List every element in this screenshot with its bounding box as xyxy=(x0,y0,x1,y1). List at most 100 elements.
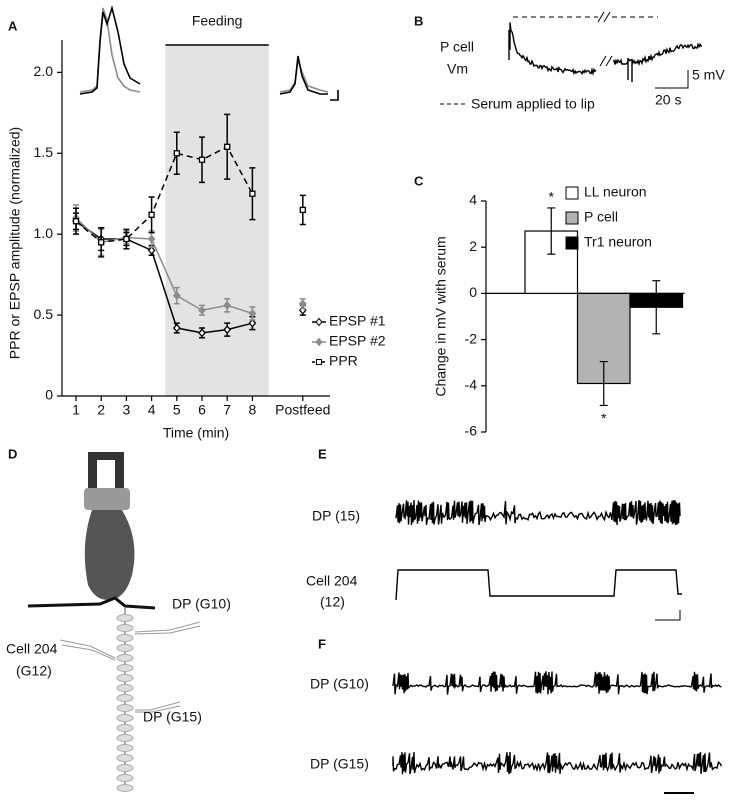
x-tick-label: 8 xyxy=(249,402,257,418)
marker xyxy=(72,218,80,225)
legend-text: Serum applied to lip xyxy=(471,96,595,112)
legend-marker xyxy=(316,359,322,365)
ganglion xyxy=(116,754,134,762)
ganglion xyxy=(116,624,134,632)
ganglion xyxy=(116,644,134,652)
marker xyxy=(147,234,156,244)
feeding-shade xyxy=(165,45,269,396)
ganglion xyxy=(116,664,134,672)
y-tick-label: 0 xyxy=(45,387,53,403)
ganglion xyxy=(116,654,134,662)
cell-label: DP (G15) xyxy=(143,709,202,725)
trace-label: DP (G15) xyxy=(310,756,369,772)
legend-label: LL neuron xyxy=(584,184,647,200)
y-tick-label: -6 xyxy=(465,423,478,439)
cell-trace xyxy=(395,569,682,601)
dp-trace xyxy=(395,500,681,526)
error-bar xyxy=(652,280,661,335)
ganglion xyxy=(116,714,134,722)
marker xyxy=(249,190,256,197)
legend-label: PPR xyxy=(329,353,358,369)
y-axis-label: Change in mV with serum xyxy=(433,236,449,396)
x-tick-label: Postfeed xyxy=(275,402,330,418)
trace-label: DP (G10) xyxy=(310,676,369,692)
scale-bar xyxy=(655,610,681,621)
marker xyxy=(223,300,232,310)
trace-label: (12) xyxy=(320,594,345,610)
marker xyxy=(148,211,155,218)
marker xyxy=(223,325,232,335)
marker xyxy=(248,318,257,328)
y-tick-label: 0 xyxy=(469,284,477,300)
panel-label: B xyxy=(414,13,423,28)
panel-label: D xyxy=(8,446,17,461)
marker xyxy=(98,239,105,246)
panel-label: C xyxy=(414,173,424,188)
trace-label: Vm xyxy=(447,61,468,77)
legend-swatch xyxy=(565,236,579,250)
marker xyxy=(173,150,180,157)
scale-label: 5 mV xyxy=(692,67,725,83)
y-tick-label: 4 xyxy=(469,192,477,208)
ganglion xyxy=(116,694,134,702)
ganglia xyxy=(116,614,134,792)
legend-marker xyxy=(315,317,323,327)
significance: * xyxy=(601,410,607,426)
ganglion xyxy=(116,744,134,752)
marker xyxy=(172,323,181,333)
ganglion xyxy=(116,784,134,792)
panel-label: F xyxy=(318,636,326,651)
electrode xyxy=(135,701,181,713)
ganglion xyxy=(116,634,134,642)
legend-label: P cell xyxy=(584,209,618,225)
y-tick-label: 1.5 xyxy=(34,144,54,160)
lip xyxy=(84,510,135,600)
trace-label: Cell 204 xyxy=(306,573,358,589)
y-tick-label: -2 xyxy=(465,330,478,346)
ganglion xyxy=(116,774,134,782)
panel-e: DP (15) Cell 204 (12) xyxy=(306,500,682,621)
x-tick-label: 5 xyxy=(173,402,181,418)
panel-d: DP (G10) Cell 204 (G12) DP (G15) xyxy=(6,452,231,792)
ganglion xyxy=(116,684,134,692)
x-tick-label: 3 xyxy=(123,402,131,418)
legend-swatch xyxy=(565,211,579,225)
legend-swatch xyxy=(565,186,579,200)
y-tick-label: 2.0 xyxy=(34,63,54,79)
marker xyxy=(147,245,156,255)
electrode xyxy=(59,639,116,661)
legend-marker xyxy=(315,337,323,347)
scale-bar xyxy=(655,70,689,89)
electrode xyxy=(134,621,201,635)
ganglion xyxy=(116,704,134,712)
y-tick-label: 0.5 xyxy=(34,306,54,322)
ganglion xyxy=(116,724,134,732)
marker xyxy=(248,308,257,318)
marker xyxy=(224,143,231,150)
dp-trace xyxy=(392,671,722,695)
x-tick-label: 1 xyxy=(72,402,80,418)
trace-label: DP (15) xyxy=(312,508,360,524)
panel-f: DP (G10) DP (G15) xyxy=(310,671,723,794)
marker xyxy=(198,328,206,338)
annotation: Feeding xyxy=(192,13,243,29)
ganglion xyxy=(116,734,134,742)
break-mark xyxy=(597,11,613,67)
ganglion xyxy=(116,674,134,682)
marker xyxy=(123,235,130,243)
y-tick-label: -4 xyxy=(465,377,478,393)
legend-label: EPSP #1 xyxy=(329,313,386,329)
panel-label: A xyxy=(8,18,18,33)
significance: * xyxy=(549,189,555,205)
error-bar xyxy=(599,360,608,407)
marker xyxy=(198,305,206,315)
x-tick-label: 2 xyxy=(97,402,105,418)
suction-holder xyxy=(97,460,115,490)
ganglion xyxy=(116,764,134,772)
x-tick-label: 4 xyxy=(148,402,156,418)
panel-b: P cell Vm 5 mV 20 s Serum applied to lip xyxy=(440,11,725,112)
marker xyxy=(298,299,307,309)
y-tick-label: 2 xyxy=(469,238,477,254)
x-axis-label: Time (min) xyxy=(163,425,229,441)
